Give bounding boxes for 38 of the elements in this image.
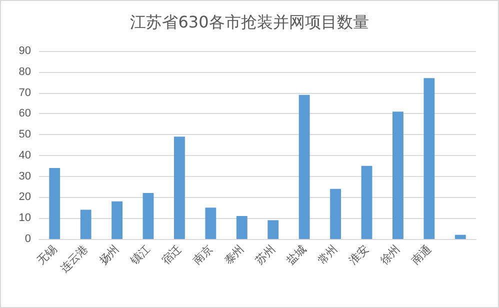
bar (298, 94, 310, 239)
bar (205, 208, 216, 239)
x-tick-label: 无锡 (34, 242, 60, 268)
x-tick-label: 扬州 (96, 242, 122, 268)
x-tick-label: 苏州 (252, 242, 278, 268)
bar (142, 193, 154, 239)
x-tick-label: 淮安 (346, 242, 372, 268)
y-tick-label: 50 (18, 128, 31, 141)
x-tick-label: 宿迁 (159, 242, 184, 268)
y-tick-label: 60 (18, 108, 31, 120)
x-tick-label: 南京 (190, 242, 216, 268)
bar (361, 166, 372, 239)
bar (268, 220, 279, 239)
y-tick-label: 30 (18, 170, 31, 182)
x-tick-label: 常州 (315, 242, 340, 268)
bar (49, 168, 60, 239)
y-tick-label: 10 (18, 212, 31, 224)
bar (330, 188, 341, 239)
x-tick-label: 连云港 (58, 242, 90, 275)
x-tick-label: 泰州 (222, 242, 246, 268)
bar (112, 201, 122, 239)
x-tick-label: 南通 (409, 242, 434, 268)
x-tick-label: 镇江 (127, 242, 153, 268)
chart-title: 江苏省630各市抢装并网项目数量 (130, 12, 369, 32)
bar (80, 210, 92, 239)
bar (174, 136, 185, 239)
bar (424, 78, 435, 239)
y-tick-label: 70 (18, 86, 31, 99)
y-tick-label: 90 (18, 45, 31, 57)
bar (454, 234, 466, 239)
y-tick-label: 40 (18, 149, 31, 162)
y-tick-label: 0 (24, 233, 31, 245)
y-tick-label: 20 (18, 191, 31, 204)
y-tick-label: 80 (18, 66, 31, 78)
x-tick-label: 徐州 (378, 242, 403, 268)
bar (392, 112, 404, 239)
bar (236, 216, 248, 239)
x-tick-label: 盐城 (284, 242, 309, 268)
